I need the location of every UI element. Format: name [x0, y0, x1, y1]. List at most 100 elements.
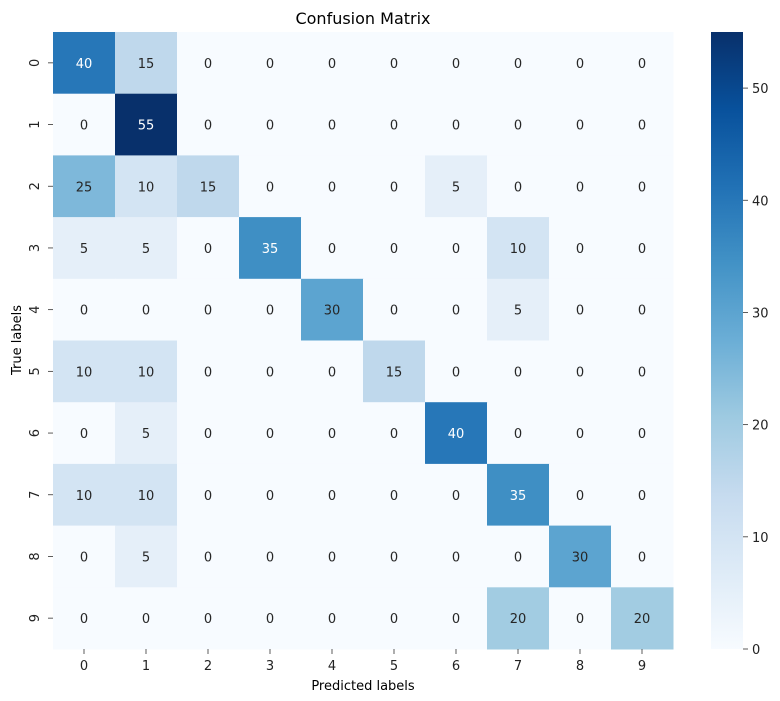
- heatmap-cell: [487, 463, 550, 527]
- heatmap-cell: [363, 217, 426, 280]
- colorbar: [711, 32, 743, 649]
- colorbar-tick-label: 30: [752, 306, 769, 321]
- cell-value-label: 5: [142, 550, 150, 565]
- heatmap-cell: [115, 525, 178, 588]
- cell-value-label: 0: [390, 612, 398, 627]
- cell-value-label: 5: [80, 242, 88, 257]
- heatmap-cell: [239, 463, 302, 527]
- heatmap-cell: [487, 525, 550, 588]
- heatmap-cell: [301, 32, 364, 95]
- heatmap-cell: [425, 155, 488, 218]
- cell-value-label: 0: [266, 119, 274, 134]
- heatmap-cell: [301, 278, 364, 341]
- heatmap-cell: [301, 93, 364, 156]
- y-tick-label: 8: [28, 552, 43, 560]
- heatmap-cell: [177, 340, 240, 403]
- heatmap-cell: [301, 217, 364, 280]
- heatmap-cell: [549, 340, 612, 403]
- colorbar-tick-label: 50: [752, 82, 769, 97]
- cell-value-label: 0: [452, 365, 460, 380]
- cell-value-label: 0: [452, 242, 460, 257]
- cell-value-label: 0: [328, 550, 336, 565]
- cell-value-label: 0: [514, 180, 522, 195]
- heatmap-cell: [487, 32, 550, 95]
- heatmap-cell: [425, 93, 488, 156]
- heatmap-cell: [549, 402, 612, 465]
- cell-value-label: 0: [638, 550, 646, 565]
- heatmap-cell: [115, 278, 178, 341]
- cell-value-label: 0: [266, 304, 274, 319]
- cell-value-label: 0: [390, 304, 398, 319]
- heatmap-cell: [425, 587, 488, 650]
- cell-value-label: 0: [390, 489, 398, 504]
- cell-value-label: 0: [576, 612, 584, 627]
- y-tick-label: 4: [28, 306, 43, 314]
- x-tick-label: 1: [142, 659, 150, 674]
- cell-value-label: 0: [576, 57, 584, 72]
- heatmap-cell: [363, 587, 426, 650]
- colorbar-tick-label: 10: [752, 531, 769, 546]
- heatmap-cell: [363, 278, 426, 341]
- cell-value-label: 0: [204, 57, 212, 72]
- cell-value-label: 5: [142, 242, 150, 257]
- cell-value-label: 0: [638, 489, 646, 504]
- heatmap-cell: [549, 32, 612, 95]
- heatmap-cell: [363, 32, 426, 95]
- y-tick-label: 3: [28, 244, 43, 252]
- cell-value-label: 0: [638, 119, 646, 134]
- cell-value-label: 0: [514, 550, 522, 565]
- x-tick-label: 6: [452, 659, 460, 674]
- heatmap-cell: [115, 32, 178, 95]
- heatmap-cell: [549, 525, 612, 588]
- heatmap-cell: [115, 340, 178, 403]
- heatmap-cell: [177, 155, 240, 218]
- x-tick-label: 7: [514, 659, 522, 674]
- heatmap-cell: [115, 463, 178, 527]
- y-tick-label: 2: [28, 182, 43, 190]
- cell-value-label: 10: [510, 242, 527, 257]
- y-tick-label: 5: [28, 367, 43, 375]
- x-tick-label: 9: [638, 659, 646, 674]
- cell-value-label: 0: [80, 119, 88, 134]
- cell-value-label: 35: [510, 489, 527, 504]
- x-tick-label: 0: [80, 659, 88, 674]
- x-tick-label: 3: [266, 659, 274, 674]
- heatmap-cell: [611, 340, 674, 403]
- heatmap-cell: [177, 278, 240, 341]
- heatmap-cell: [611, 32, 674, 95]
- heatmap-cell: [549, 587, 612, 650]
- heatmap-cell: [425, 402, 488, 465]
- heatmap-cell: [301, 340, 364, 403]
- heatmap-cell: [177, 93, 240, 156]
- heatmap-cell: [487, 93, 550, 156]
- heatmap-cell: [611, 155, 674, 218]
- heatmap-cell: [363, 93, 426, 156]
- cell-value-label: 0: [80, 427, 88, 442]
- cell-value-label: 0: [576, 304, 584, 319]
- cell-value-label: 0: [390, 180, 398, 195]
- heatmap-cell: [487, 340, 550, 403]
- cell-value-label: 0: [576, 365, 584, 380]
- cell-value-label: 0: [142, 612, 150, 627]
- cell-value-label: 0: [514, 119, 522, 134]
- cell-value-label: 0: [576, 427, 584, 442]
- heatmap-cells: [53, 32, 674, 650]
- cell-value-label: 0: [452, 304, 460, 319]
- heatmap-cell: [53, 463, 116, 527]
- heatmap-cell: [487, 155, 550, 218]
- cell-value-label: 0: [576, 242, 584, 257]
- colorbar-ticks: 0 10 20 30 40 50: [743, 82, 769, 658]
- cell-value-label: 30: [572, 550, 589, 565]
- heatmap-cell: [115, 155, 178, 218]
- y-tick-label: 6: [28, 429, 43, 437]
- heatmap-cell: [487, 278, 550, 341]
- cell-value-label: 0: [452, 550, 460, 565]
- cell-value-label: 0: [452, 119, 460, 134]
- heatmap-cell: [301, 463, 364, 527]
- cell-value-label: 0: [328, 427, 336, 442]
- heatmap-cell: [363, 402, 426, 465]
- cell-value-label: 0: [80, 612, 88, 627]
- cell-value-label: 0: [266, 427, 274, 442]
- heatmap-cell: [611, 402, 674, 465]
- cell-value-label: 0: [328, 119, 336, 134]
